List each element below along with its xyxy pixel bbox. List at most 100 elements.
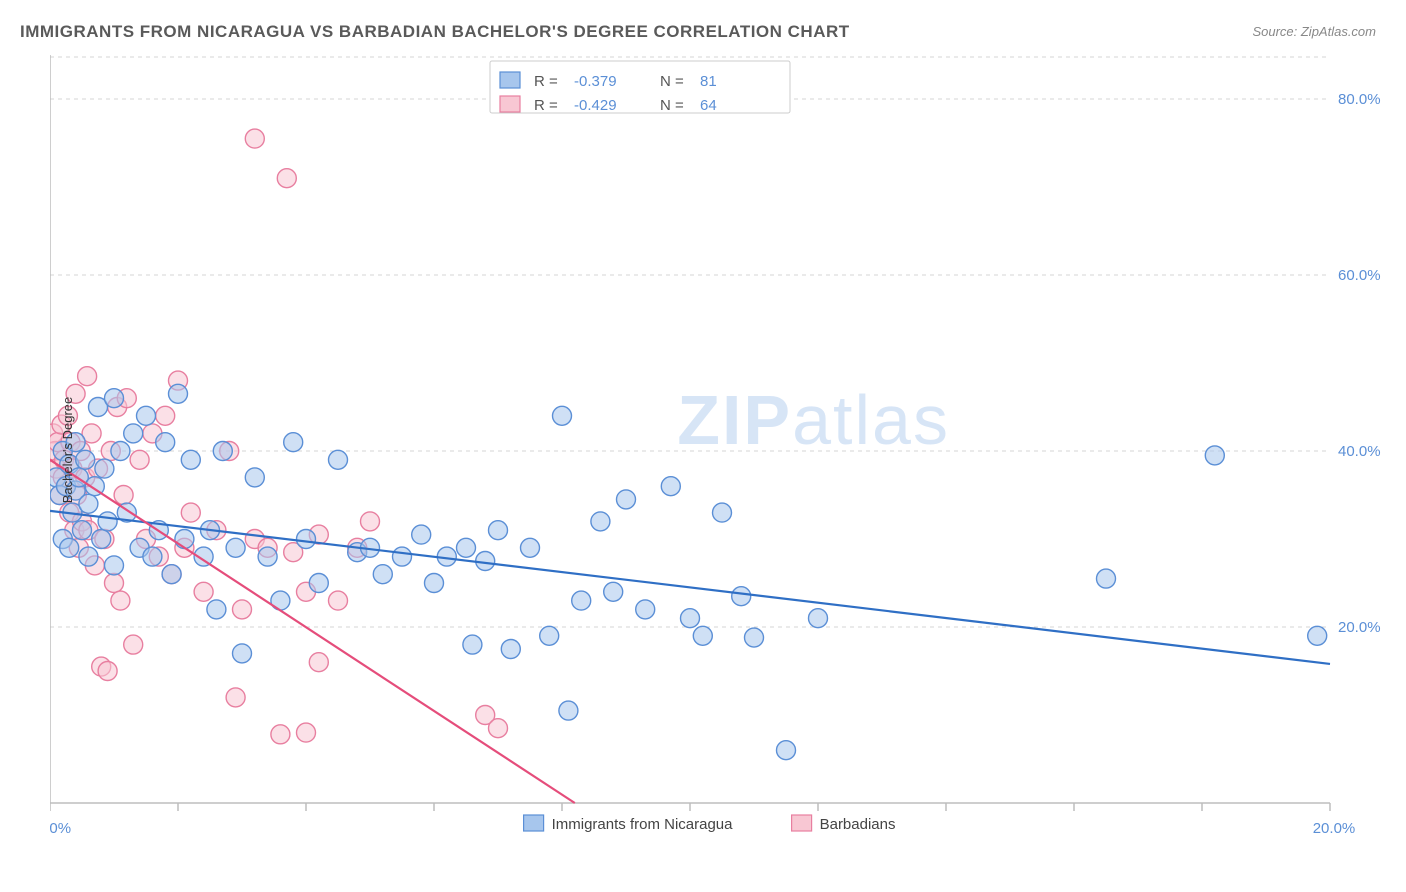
scatter-point — [457, 538, 476, 557]
scatter-point — [78, 367, 97, 386]
legend-n-label: N = — [660, 73, 684, 90]
scatter-point — [105, 574, 124, 593]
legend-swatch — [500, 72, 520, 88]
scatter-point — [777, 741, 796, 760]
scatter-point — [233, 600, 252, 619]
scatter-point — [111, 591, 130, 610]
y-axis-label: Bachelor's Degree — [60, 397, 75, 504]
scatter-point — [521, 538, 540, 557]
scatter-point — [60, 538, 79, 557]
scatter-point — [661, 477, 680, 496]
scatter-point — [277, 169, 296, 188]
scatter-point — [233, 644, 252, 663]
scatter-point — [194, 582, 213, 601]
legend-swatch — [500, 96, 520, 112]
scatter-point — [79, 494, 98, 513]
legend-r-label: R = — [534, 97, 558, 114]
source-label: Source: — [1252, 24, 1300, 39]
scatter-point — [245, 468, 264, 487]
scatter-point — [604, 582, 623, 601]
scatter-point — [463, 635, 482, 654]
legend-r-value: -0.429 — [574, 97, 617, 114]
y-tick-label: 60.0% — [1338, 267, 1381, 284]
legend-r-value: -0.379 — [574, 73, 617, 90]
legend-swatch — [524, 815, 544, 831]
scatter-point — [156, 406, 175, 425]
scatter-point — [297, 530, 316, 549]
scatter-point — [137, 406, 156, 425]
scatter-point — [226, 538, 245, 557]
scatter-point — [95, 459, 114, 478]
scatter-point — [309, 574, 328, 593]
x-tick-label: 20.0% — [1313, 820, 1356, 837]
legend-swatch — [792, 815, 812, 831]
chart-container: Bachelor's Degree 20.0% 40.0% 60.0% 80.0% 0.… — [50, 55, 1390, 845]
trend-line — [50, 511, 1330, 664]
scatter-point — [105, 389, 124, 408]
scatter-point — [181, 450, 200, 469]
scatter-point — [713, 503, 732, 522]
trend-line — [50, 460, 575, 803]
scatter-point — [329, 450, 348, 469]
scatter-point — [226, 688, 245, 707]
scatter-point — [175, 530, 194, 549]
scatter-point — [489, 719, 508, 738]
scatter-point — [1308, 626, 1327, 645]
scatter-point — [559, 701, 578, 720]
scatter-point — [412, 525, 431, 544]
scatter-point — [393, 547, 412, 566]
scatter-point — [245, 129, 264, 148]
scatter-point — [207, 600, 226, 619]
scatter-point — [169, 384, 188, 403]
watermark: ZIPatlas — [677, 381, 950, 459]
source-link[interactable]: ZipAtlas.com — [1301, 24, 1376, 39]
scatter-point — [284, 433, 303, 452]
scatter-point — [501, 640, 520, 659]
scatter-point — [1097, 569, 1116, 588]
scatter-point — [693, 626, 712, 645]
scatter-point — [425, 574, 444, 593]
scatter-point — [156, 433, 175, 452]
scatter-point — [73, 521, 92, 540]
scatter-point — [572, 591, 591, 610]
scatter-point — [361, 512, 380, 531]
scatter-point — [271, 725, 290, 744]
chart-title: IMMIGRANTS FROM NICARAGUA VS BARBADIAN B… — [20, 22, 850, 42]
x-tick-label: 0.0% — [50, 820, 71, 837]
scatter-point — [329, 591, 348, 610]
scatter-point — [124, 635, 143, 654]
legend-series-label: Immigrants from Nicaragua — [552, 816, 734, 833]
scatter-point — [617, 490, 636, 509]
legend-n-label: N = — [660, 97, 684, 114]
scatter-point — [124, 424, 143, 443]
scatter-point — [79, 547, 98, 566]
scatter-point — [92, 530, 111, 549]
scatter-point — [681, 609, 700, 628]
scatter-point — [591, 512, 610, 531]
scatter-point — [105, 556, 124, 575]
scatter-point — [181, 503, 200, 522]
legend-n-value: 81 — [700, 73, 717, 90]
scatter-point — [636, 600, 655, 619]
scatter-point — [553, 406, 572, 425]
scatter-point — [98, 512, 117, 531]
scatter-point — [297, 723, 316, 742]
y-tick-label: 40.0% — [1338, 443, 1381, 460]
scatter-point — [1205, 446, 1224, 465]
scatter-point — [373, 565, 392, 584]
scatter-point — [213, 442, 232, 461]
scatter-point — [809, 609, 828, 628]
scatter-point — [111, 442, 130, 461]
source-attribution: Source: ZipAtlas.com — [1252, 24, 1376, 39]
scatter-point — [540, 626, 559, 645]
y-tick-label: 80.0% — [1338, 91, 1381, 108]
scatter-point — [258, 547, 277, 566]
scatter-point — [489, 521, 508, 540]
legend-n-value: 64 — [700, 97, 717, 114]
scatter-point — [130, 450, 149, 469]
scatter-point — [732, 587, 751, 606]
scatter-point — [76, 450, 95, 469]
scatter-point — [114, 486, 133, 505]
scatter-point — [745, 628, 764, 647]
y-tick-label: 20.0% — [1338, 619, 1381, 636]
